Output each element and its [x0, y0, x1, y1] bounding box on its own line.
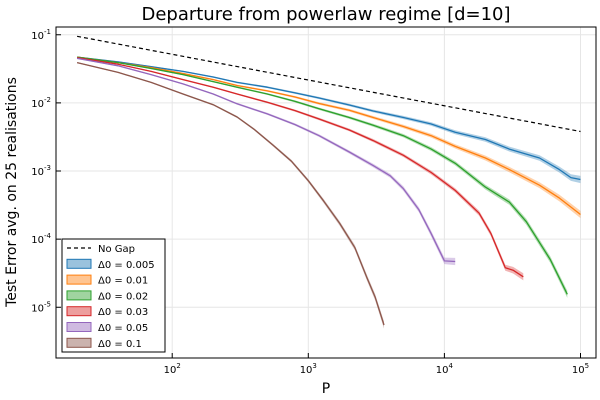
legend-swatch: [66, 274, 92, 285]
x-tick-label: 105: [572, 362, 589, 376]
legend-swatch: [66, 258, 92, 269]
legend-box: [61, 238, 166, 353]
y-tick-label: 10-5: [31, 300, 51, 314]
series-line: [76, 57, 456, 263]
series-band: [77, 57, 456, 266]
legend-swatch: [66, 337, 92, 348]
legend-swatch: [66, 322, 92, 332]
series-line: [76, 61, 385, 326]
series-band: [77, 56, 581, 219]
chart-title: Departure from powerlaw regime [d=10]: [141, 4, 510, 25]
y-tick-label: 10-4: [31, 232, 51, 246]
plot-series: [76, 35, 581, 329]
y-tick-label: 10-2: [31, 96, 51, 110]
plot-frame: [55, 26, 597, 359]
legend-items: No Gap Δ0 = 0.005 Δ0 = 0.01 Δ0 = 0.02 Δ0 = 0…: [66, 244, 155, 350]
legend-label: No Gap: [98, 244, 135, 255]
x-tick-label: 102: [164, 362, 181, 376]
legend-label: Δ0 = 0.01: [98, 276, 148, 287]
legend-label: Δ0 = 0.05: [98, 323, 148, 334]
series-line: [77, 56, 581, 216]
x-tick-label: 103: [300, 362, 317, 376]
legend: No Gap Δ0 = 0.005 Δ0 = 0.01 Δ0 = 0.02 Δ0 = 0…: [61, 238, 166, 353]
series-line: [77, 56, 581, 181]
series-line: [76, 57, 524, 278]
y-tick-label: 10-3: [31, 164, 51, 178]
y-axis-label: Test Error avg. on 25 realisations: [4, 77, 20, 308]
legend-label: Δ0 = 0.03: [98, 307, 148, 318]
series-line: [77, 56, 568, 295]
legend-label: Δ0 = 0.1: [98, 339, 142, 350]
x-tick-label: 104: [436, 362, 454, 376]
series-line: [76, 35, 581, 133]
legend-swatch: [66, 290, 92, 301]
y-tick-label: 10-1: [31, 28, 51, 42]
axis-ticks: 102 103 104 105 10-5 10-4 10-3 10-2 10-1: [31, 28, 589, 376]
legend-label: Δ0 = 0.02: [98, 291, 148, 302]
legend-label: Δ0 = 0.005: [98, 260, 155, 271]
x-axis-label: P: [322, 381, 330, 397]
legend-swatch: [66, 306, 92, 317]
